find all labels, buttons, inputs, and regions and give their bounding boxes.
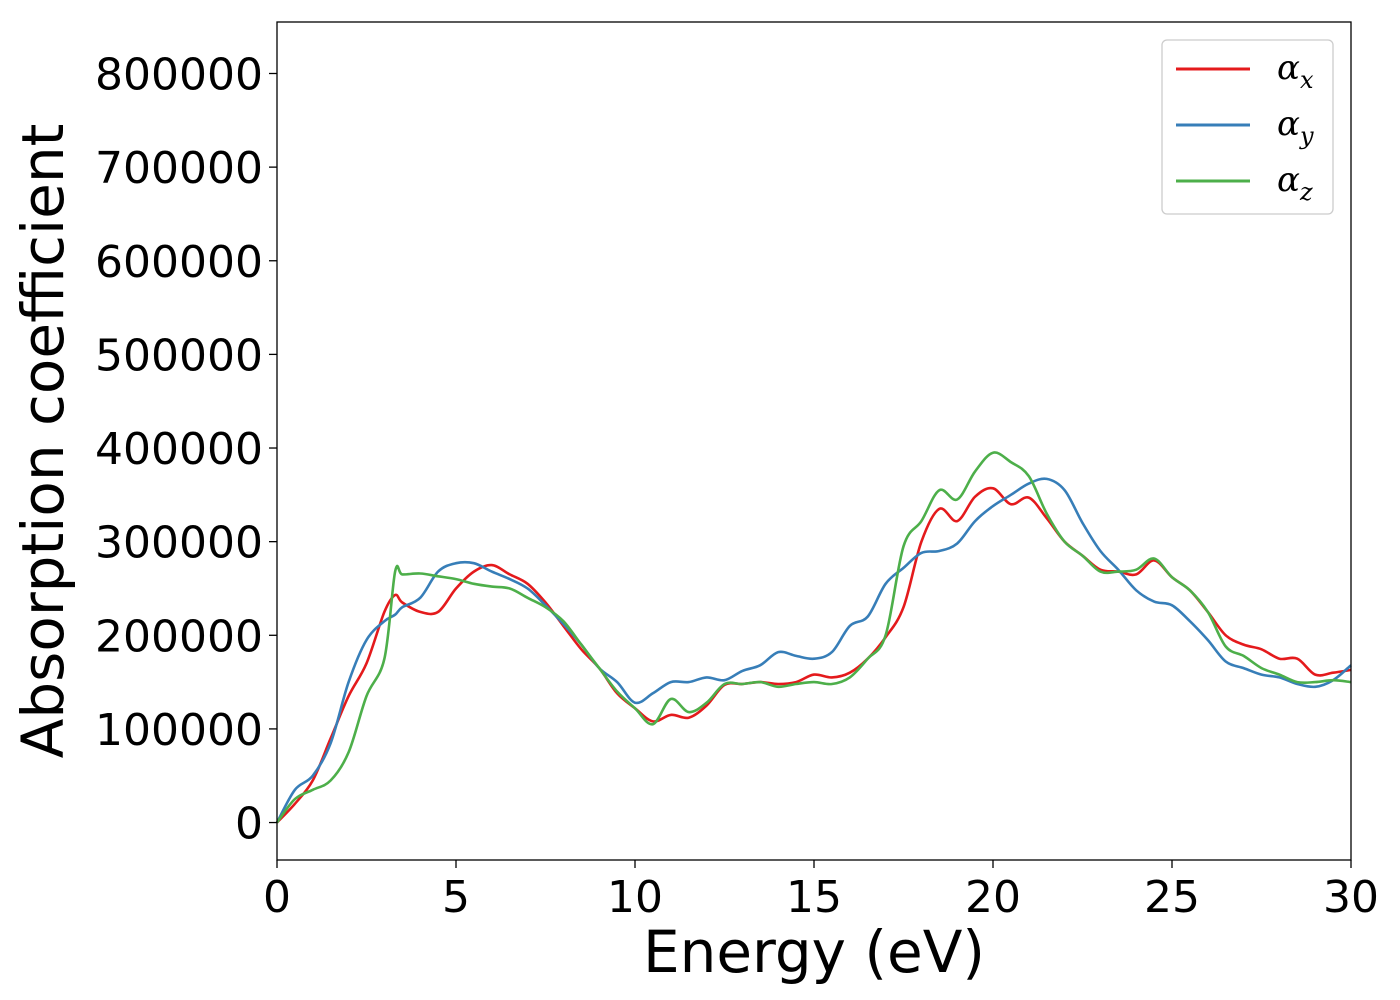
y-axis-title: Absorption coefficient xyxy=(9,124,77,759)
x-tick-label: 0 xyxy=(263,872,291,923)
x-tick-label: 10 xyxy=(607,872,663,923)
y-tick-label: 100000 xyxy=(95,705,263,756)
series-line-y xyxy=(275,477,1352,824)
x-tick-label: 15 xyxy=(786,872,842,923)
y-tick-label: 200000 xyxy=(95,611,263,662)
series-line-x xyxy=(276,486,1352,824)
y-tick-label: 500000 xyxy=(95,330,263,381)
y-tick-label: 800000 xyxy=(95,49,263,100)
y-tick-label: 600000 xyxy=(95,237,263,288)
y-tick-label: 700000 xyxy=(95,143,263,194)
plot-lines xyxy=(275,451,1352,824)
x-tick-label: 25 xyxy=(1144,872,1200,923)
y-axis-ticks: 0 100000 200000 300000 400000 500000 600000 700… xyxy=(95,49,277,850)
x-axis-ticks: 0 5 10 15 20 25 30 xyxy=(263,860,1379,923)
x-axis-title: Energy (eV) xyxy=(643,918,985,986)
x-tick-label: 30 xyxy=(1323,872,1379,923)
legend-box xyxy=(1161,39,1334,215)
y-tick-label: 400000 xyxy=(95,424,263,475)
series-line-z xyxy=(275,451,1352,824)
x-tick-label: 20 xyxy=(965,872,1021,923)
y-tick-label: 300000 xyxy=(95,518,263,569)
y-tick-label: 0 xyxy=(235,799,263,850)
x-tick-label: 5 xyxy=(442,872,470,923)
